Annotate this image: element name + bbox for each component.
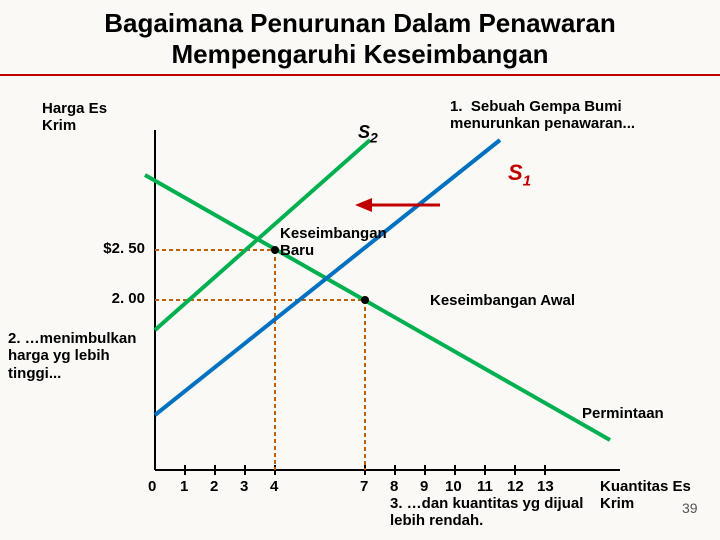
tick-2: 2 bbox=[210, 478, 218, 495]
tick-1: 1 bbox=[180, 478, 188, 495]
tick-0: 0 bbox=[148, 478, 156, 495]
tick-12: 12 bbox=[507, 478, 524, 495]
tick-3: 3 bbox=[240, 478, 248, 495]
slide-number: 39 bbox=[682, 500, 698, 516]
tick-4: 4 bbox=[270, 478, 278, 495]
demand-label: Permintaan bbox=[582, 405, 664, 422]
eq-old-dot bbox=[361, 296, 369, 304]
tick-7: 7 bbox=[360, 478, 368, 495]
eq-old-label: Keseimbangan Awal bbox=[430, 292, 575, 309]
chart-area: Harga Es Krim Kuantitas Es Krim $2. 50 2… bbox=[0, 80, 720, 540]
slide-title: Bagaimana Penurunan Dalam Penawaran Memp… bbox=[0, 0, 720, 76]
tick-11: 11 bbox=[477, 478, 493, 495]
s2-label: S2 bbox=[358, 122, 378, 146]
price-new: $2. 50 bbox=[90, 240, 145, 257]
shift-arrow-head bbox=[355, 198, 372, 212]
tick-10: 10 bbox=[445, 478, 462, 495]
tick-8: 8 bbox=[390, 478, 398, 495]
s1-curve bbox=[155, 140, 500, 415]
tick-9: 9 bbox=[420, 478, 428, 495]
price-old: 2. 00 bbox=[90, 290, 145, 307]
annot-1: 1. Sebuah Gempa Bumi menurunkan penawara… bbox=[450, 98, 700, 133]
s1-label: S1 bbox=[508, 160, 531, 189]
tick-13: 13 bbox=[537, 478, 554, 495]
annot-2: 2. …menimbulkan harga yg lebih tinggi... bbox=[8, 330, 158, 382]
y-axis-label: Harga Es Krim bbox=[42, 100, 107, 134]
annot-3: 3. …dan kuantitas yg dijual lebih rendah… bbox=[390, 495, 620, 530]
eq-new-dot bbox=[271, 246, 279, 254]
eq-new-label: Keseimbangan Baru bbox=[280, 225, 387, 260]
chart-svg bbox=[0, 80, 720, 540]
